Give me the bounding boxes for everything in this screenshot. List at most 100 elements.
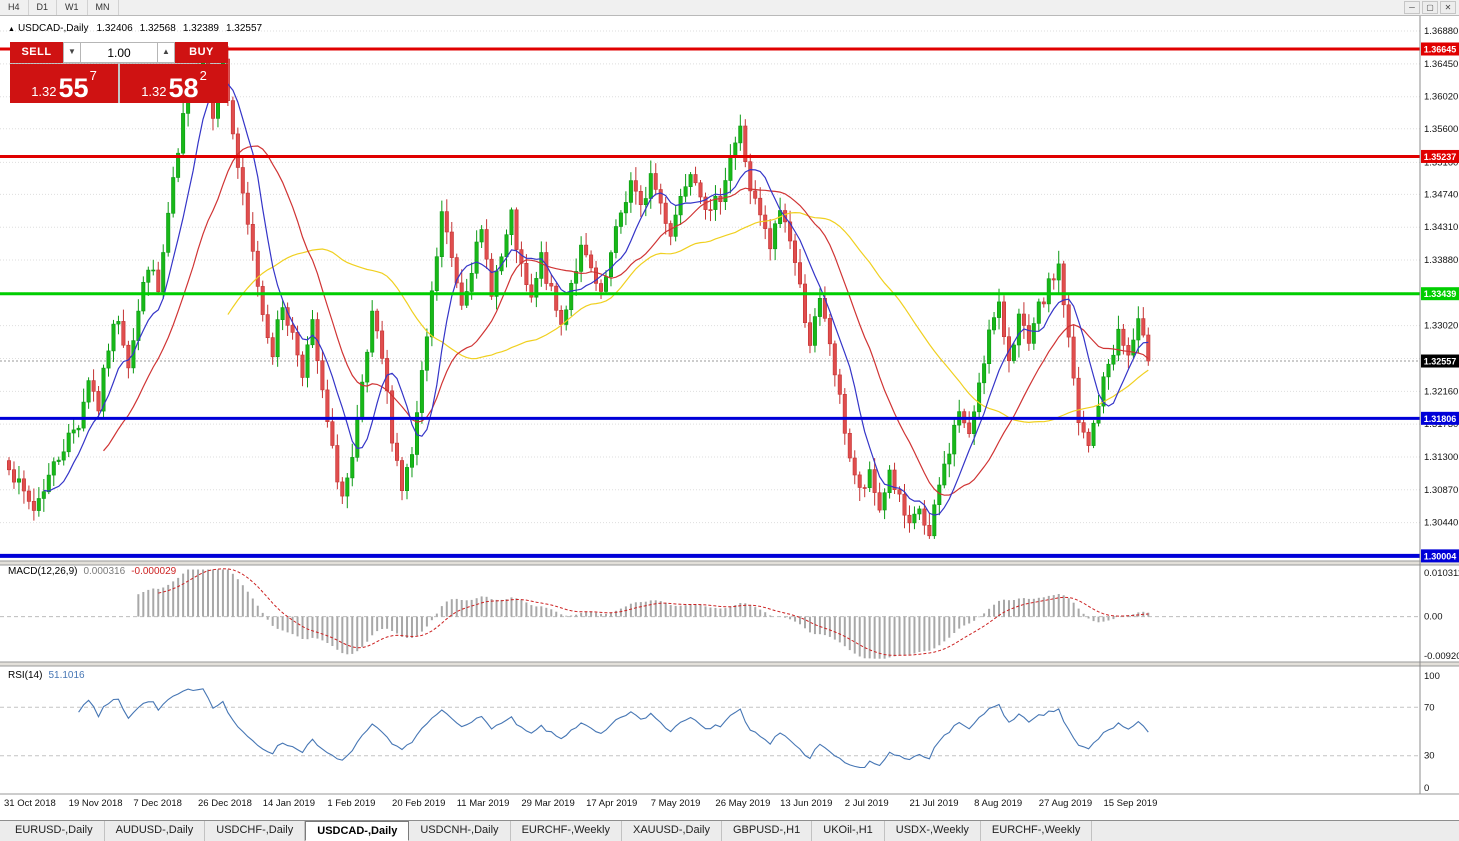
chart-tab-gbpusdh1-7[interactable]: GBPUSD-,H1 (722, 821, 813, 841)
rsi-name: RSI(14) (8, 670, 43, 681)
timeframe-mn-button[interactable]: MN (88, 0, 119, 15)
svg-text:1.32557: 1.32557 (1424, 357, 1457, 367)
date-label: 26 Dec 2018 (198, 798, 252, 809)
price-axis-label: 1.30440 (1424, 518, 1458, 529)
rsi-axis-100: 100 (1424, 671, 1440, 682)
chart-tab-usdcaddaily-3[interactable]: USDCAD-,Daily (305, 821, 410, 841)
price-axis-label: 1.31300 (1424, 452, 1458, 463)
price-tag (1421, 411, 1459, 425)
date-label: 29 Mar 2019 (521, 798, 574, 809)
svg-text:1.35237: 1.35237 (1424, 152, 1457, 162)
volume-input[interactable] (81, 42, 157, 63)
buy-price-prefix: 1.32 (141, 84, 167, 99)
restore-button[interactable]: ▢ (1422, 1, 1438, 14)
date-label: 11 Mar 2019 (457, 798, 510, 809)
price-axis-label: 1.33020 (1424, 321, 1458, 332)
buy-price-pip: 2 (199, 68, 207, 83)
date-label: 8 Aug 2019 (974, 798, 1022, 809)
trade-prices-row: 1.32 55 7 1.32 58 2 (10, 64, 228, 103)
chart-title-bar: ▲ USDCAD-,Daily 1.32406 1.32568 1.32389 1.325… (8, 23, 269, 34)
sell-price-panel[interactable]: 1.32 55 7 (10, 64, 118, 103)
date-label: 21 Jul 2019 (909, 798, 958, 809)
sell-price-prefix: 1.32 (31, 84, 57, 99)
chart-tab-usdchfdaily-2[interactable]: USDCHF-,Daily (205, 821, 306, 841)
date-label: 2 Jul 2019 (845, 798, 889, 809)
ohlc-high: 1.32568 (139, 23, 176, 34)
pane-splitter[interactable] (0, 662, 1459, 666)
price-chart-canvas[interactable]: 1.368801.364501.360201.356001.351601.347… (0, 16, 1459, 820)
macd-axis-zero: 0.00 (1424, 612, 1443, 623)
date-label: 20 Feb 2019 (392, 798, 445, 809)
sell-price-pip: 7 (89, 68, 97, 83)
date-label: 26 May 2019 (715, 798, 770, 809)
macd-signal-line (158, 568, 1149, 656)
buy-price-big: 58 (168, 73, 199, 103)
sell-price-big: 55 (58, 73, 89, 103)
date-label: 27 Aug 2019 (1039, 798, 1092, 809)
moving-average-20 (103, 145, 1149, 496)
price-tag (1421, 42, 1459, 56)
svg-text:1.31806: 1.31806 (1424, 414, 1457, 424)
ohlc-close: 1.32557 (225, 23, 263, 34)
price-axis-label: 1.34310 (1424, 222, 1458, 233)
timeframe-d1-button[interactable]: D1 (29, 0, 58, 15)
date-label: 17 Apr 2019 (586, 798, 637, 809)
timeframe-h4-button[interactable]: H4 (0, 0, 29, 15)
rsi-axis-70: 70 (1424, 702, 1435, 713)
date-label: 19 Nov 2018 (69, 798, 123, 809)
moving-average-8 (43, 80, 1149, 516)
sell-button[interactable]: SELL (10, 42, 63, 63)
chart-tabs-bar: EURUSD-,Daily AUDUSD-,Daily USDCHF-,Daily U… (0, 820, 1459, 841)
close-button[interactable]: ✕ (1440, 1, 1456, 14)
price-axis-label: 1.33880 (1424, 255, 1458, 266)
chart-tab-eurchfweekly-5[interactable]: EURCHF-,Weekly (511, 821, 622, 841)
buy-price-panel[interactable]: 1.32 58 2 (120, 64, 228, 103)
ohlc-open: 1.32406 (96, 23, 133, 34)
pane-splitter[interactable] (0, 561, 1459, 565)
date-label: 15 Sep 2019 (1103, 798, 1157, 809)
svg-text:1.33439: 1.33439 (1424, 289, 1457, 299)
volume-increase-button[interactable]: ▲ (157, 42, 175, 63)
chart-tab-ukoilh1-8[interactable]: UKOil-,H1 (812, 821, 885, 841)
collapse-arrow-icon[interactable]: ▲ (8, 26, 15, 33)
svg-text:1.30004: 1.30004 (1424, 551, 1457, 561)
price-tag (1421, 354, 1459, 368)
timeframe-toolbar: H4 D1 W1 MN (0, 0, 119, 15)
buy-button[interactable]: BUY (175, 42, 228, 63)
chart-tab-eurusddaily-0[interactable]: EURUSD-,Daily (4, 821, 105, 841)
minimize-button[interactable]: ─ (1404, 1, 1420, 14)
macd-axis-min: -0.00920 (1424, 651, 1459, 662)
price-axis-label: 1.34740 (1424, 189, 1458, 200)
date-label: 13 Jun 2019 (780, 798, 832, 809)
date-label: 14 Jan 2019 (263, 798, 315, 809)
macd-value-main: 0.000316 (83, 566, 126, 577)
price-axis-label: 1.30870 (1424, 485, 1458, 496)
date-label: 7 Dec 2018 (133, 798, 182, 809)
trade-controls-row: SELL ▼ ▲ BUY (10, 42, 228, 63)
price-axis-label: 1.36880 (1424, 26, 1458, 37)
price-axis-label: 1.36450 (1424, 59, 1458, 70)
price-axis-label: 1.32160 (1424, 386, 1458, 397)
rsi-value: 51.1016 (48, 670, 85, 681)
rsi-line (78, 688, 1149, 769)
rsi-axis-30: 30 (1424, 751, 1435, 762)
chevron-up-icon: ▲ (162, 47, 170, 56)
timeframe-w1-button[interactable]: W1 (57, 0, 88, 15)
moving-average-45 (227, 211, 1149, 424)
chart-tab-usdcnhdaily-4[interactable]: USDCNH-,Daily (409, 821, 511, 841)
price-tag (1421, 549, 1459, 563)
date-label: 31 Oct 2018 (4, 798, 56, 809)
chart-symbol-period: USDCAD-,Daily (17, 23, 89, 34)
rsi-axis-0: 0 (1424, 783, 1429, 794)
rsi-indicator-label: RSI(14) 51.1016 (8, 670, 91, 681)
chart-tab-eurchfweekly-10[interactable]: EURCHF-,Weekly (981, 821, 1093, 841)
macd-value-signal: -0.000029 (131, 566, 177, 577)
chart-tab-audusddaily-1[interactable]: AUDUSD-,Daily (105, 821, 206, 841)
volume-decrease-button[interactable]: ▼ (63, 42, 81, 63)
chart-tab-xauusddaily-6[interactable]: XAUUSD-,Daily (622, 821, 722, 841)
date-label: 7 May 2019 (651, 798, 701, 809)
macd-histogram (137, 569, 1150, 659)
chart-tab-usdxweekly-9[interactable]: USDX-,Weekly (885, 821, 981, 841)
svg-text:1.36645: 1.36645 (1424, 44, 1457, 54)
ohlc-low: 1.32389 (182, 23, 219, 34)
